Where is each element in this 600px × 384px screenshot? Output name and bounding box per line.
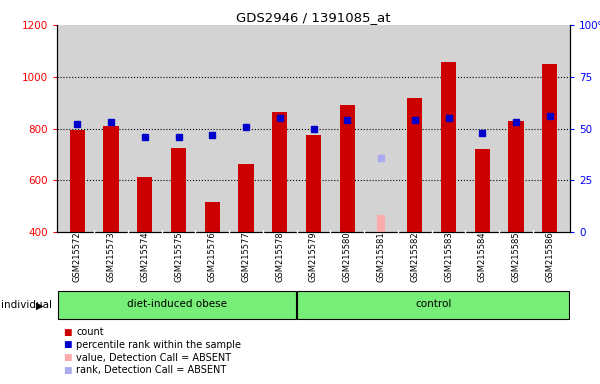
Text: GSM215579: GSM215579 <box>309 232 318 282</box>
Text: rank, Detection Call = ABSENT: rank, Detection Call = ABSENT <box>76 365 226 375</box>
Text: GSM215573: GSM215573 <box>107 232 115 282</box>
Bar <box>171 148 186 232</box>
Bar <box>306 135 321 232</box>
Text: GSM215586: GSM215586 <box>545 232 554 282</box>
Text: GSM215585: GSM215585 <box>511 232 521 282</box>
Text: ■: ■ <box>63 328 71 337</box>
Bar <box>407 98 422 232</box>
Text: GSM215583: GSM215583 <box>444 232 453 282</box>
Bar <box>441 62 456 232</box>
Text: GSM215574: GSM215574 <box>140 232 149 282</box>
Text: GSM215578: GSM215578 <box>275 232 284 282</box>
Text: diet-induced obese: diet-induced obese <box>127 299 227 309</box>
Bar <box>58 291 296 319</box>
Bar <box>238 164 254 232</box>
Bar <box>70 130 85 232</box>
Bar <box>340 105 355 232</box>
Bar <box>542 65 557 232</box>
Text: ■: ■ <box>63 340 71 349</box>
Text: value, Detection Call = ABSENT: value, Detection Call = ABSENT <box>76 353 232 362</box>
Bar <box>103 126 119 232</box>
Text: count: count <box>76 327 104 337</box>
Text: GSM215581: GSM215581 <box>377 232 386 282</box>
Bar <box>377 215 385 232</box>
Bar <box>272 111 287 232</box>
Text: GSM215584: GSM215584 <box>478 232 487 282</box>
Text: GSM215572: GSM215572 <box>73 232 82 282</box>
Text: individual: individual <box>1 300 52 310</box>
Title: GDS2946 / 1391085_at: GDS2946 / 1391085_at <box>236 11 391 24</box>
Text: percentile rank within the sample: percentile rank within the sample <box>76 340 241 350</box>
Bar <box>205 202 220 232</box>
Text: ▶: ▶ <box>36 300 43 310</box>
Bar <box>297 291 569 319</box>
Text: GSM215577: GSM215577 <box>241 232 251 282</box>
Text: ■: ■ <box>63 366 71 375</box>
Bar <box>475 149 490 232</box>
Text: GSM215580: GSM215580 <box>343 232 352 282</box>
Bar <box>508 121 524 232</box>
Text: GSM215575: GSM215575 <box>174 232 183 282</box>
Text: control: control <box>415 299 451 309</box>
Text: ■: ■ <box>63 353 71 362</box>
Bar <box>137 177 152 232</box>
Text: GSM215582: GSM215582 <box>410 232 419 282</box>
Text: GSM215576: GSM215576 <box>208 232 217 282</box>
